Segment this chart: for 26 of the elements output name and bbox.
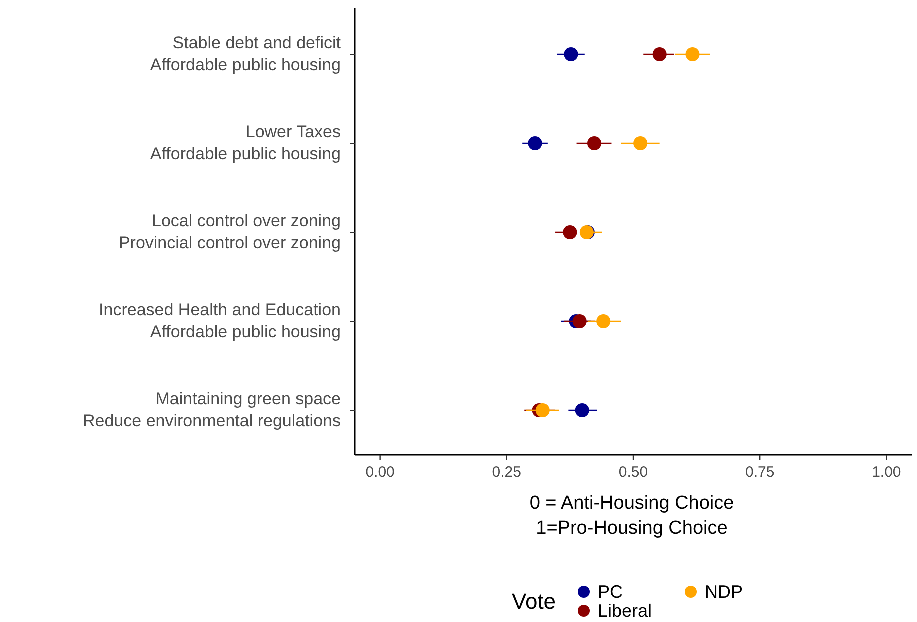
x-tick-label: 1.00 (872, 464, 902, 481)
x-axis-title: 0 = Anti-Housing Choice 1=Pro-Housing Choice (530, 493, 734, 539)
point (686, 48, 700, 62)
point (634, 136, 648, 150)
y-tick-label: Stable debt and deficit Affordable public housing (150, 34, 342, 74)
legend-title: Vote (512, 589, 556, 614)
point (536, 404, 550, 418)
y-tick-label: Maintaining green space Reduce environmental regulations (83, 390, 341, 430)
point (572, 314, 587, 328)
y-tick-label: Increased Health and Education Affordable public housing (99, 300, 341, 342)
point (563, 226, 578, 240)
y-tick-label: Lower Taxes Affordable public housing (150, 122, 341, 164)
x-tick-label: 0.25 (492, 464, 522, 481)
legend-label: PC (598, 582, 624, 602)
point (596, 314, 611, 328)
point (528, 136, 542, 150)
point (564, 48, 578, 62)
x-tick-label: 0.50 (618, 464, 648, 481)
x-tick-label: 0.00 (366, 464, 395, 481)
x-tick-label: 0.75 (745, 464, 775, 481)
y-tick-label: Local control over zoning Provincial control over zoning (118, 212, 341, 252)
legend-label: Liberal (598, 601, 652, 621)
point (575, 404, 590, 418)
point (588, 136, 602, 150)
point (652, 48, 667, 62)
legend-label: NDP (705, 582, 744, 602)
